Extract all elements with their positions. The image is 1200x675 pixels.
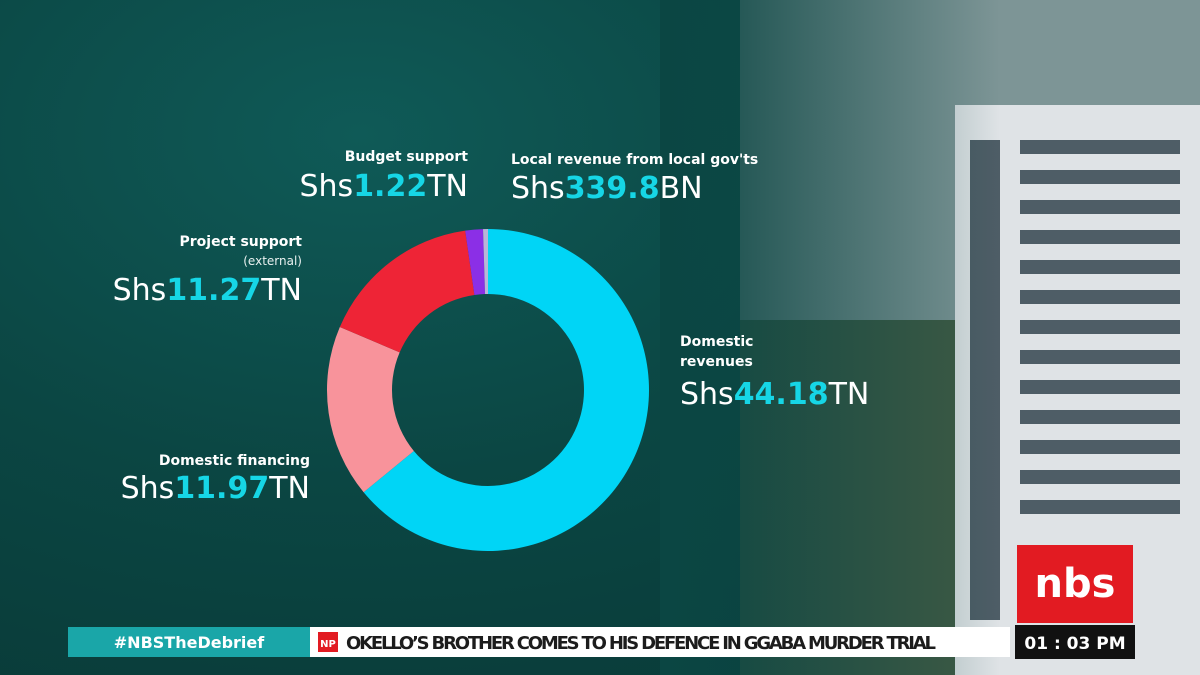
badge: NP xyxy=(320,639,336,650)
value-label: Shs44.18TN xyxy=(680,377,870,412)
slice xyxy=(327,326,414,493)
slice xyxy=(363,229,649,551)
slice xyxy=(465,229,486,295)
logo-box xyxy=(1017,545,1133,623)
hashtag-box xyxy=(68,627,310,657)
value-label: Shs339.8BN xyxy=(511,171,703,206)
value-label: Shs11.97TN xyxy=(120,471,310,506)
hashtag: #NBSTheDebrief xyxy=(114,633,265,652)
value-label: Shs1.22TN xyxy=(299,169,469,204)
badge-box xyxy=(318,632,338,652)
slice xyxy=(483,229,488,295)
headline: OKELLO’S BROTHER COMES TO HIS DEFENCE IN… xyxy=(346,633,936,654)
annotation: (external) xyxy=(243,254,302,268)
donut xyxy=(327,229,649,551)
category-label: Domestic revenues xyxy=(680,334,754,370)
photo-fade xyxy=(660,0,1000,675)
category-label: Budget support xyxy=(344,149,468,165)
category-label: Project support xyxy=(179,234,303,250)
category-label: Domestic financing xyxy=(158,453,310,469)
time-box xyxy=(1015,625,1135,659)
clock: 01 : 03 PM xyxy=(1024,634,1125,654)
logo: nbs xyxy=(1035,561,1116,607)
slice xyxy=(339,230,475,353)
value-label: Shs11.27TN xyxy=(112,273,302,308)
category-label: Local revenue from local gov'ts xyxy=(511,152,759,168)
